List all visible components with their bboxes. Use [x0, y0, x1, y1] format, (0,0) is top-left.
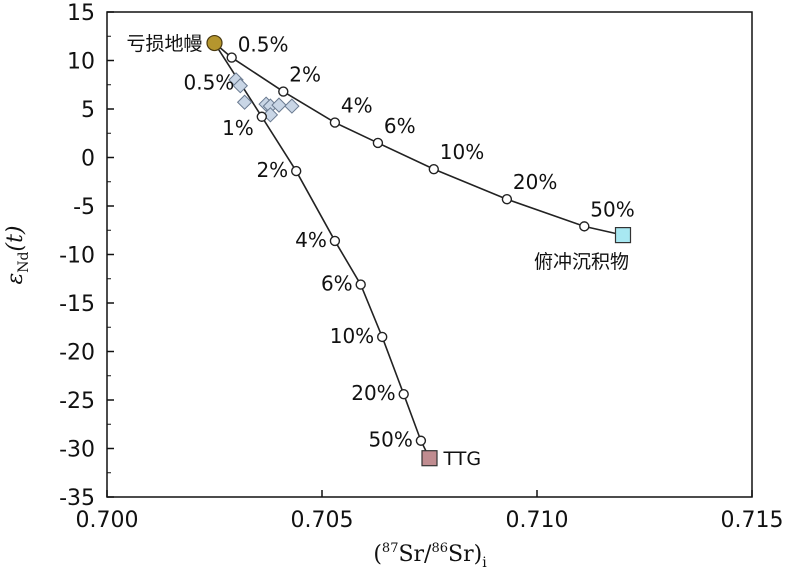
- x-tick-label: 0.715: [721, 508, 784, 533]
- mixing-percent-label: 6%: [321, 272, 353, 296]
- mixing-percent-label: 1%: [222, 116, 254, 140]
- mixing-point: [226, 52, 237, 63]
- y-tick-label: -30: [59, 438, 95, 463]
- mixing-percent-label: 2%: [256, 158, 288, 182]
- endmember-label: 俯冲沉积物: [534, 251, 629, 273]
- mixing-point: [501, 194, 513, 205]
- percent-labels: 0.5%2%4%6%10%20%50%1%2%4%6%10%20%50%0.5%: [183, 33, 634, 452]
- y-tick-label: 5: [81, 98, 95, 123]
- mixing-percent-label: 50%: [368, 428, 412, 452]
- y-tick-label: 10: [67, 50, 95, 75]
- y-tick-label: 0: [81, 147, 95, 172]
- mixing-points: [226, 52, 590, 446]
- sample-points: [228, 72, 300, 123]
- sample-diamond: [262, 107, 279, 123]
- mixing-point: [377, 331, 388, 343]
- mixing-point: [278, 86, 289, 97]
- mixing-point: [372, 137, 384, 149]
- sample-diamond: [284, 98, 300, 114]
- mixing-point: [329, 235, 341, 247]
- y-tick-label: -35: [59, 486, 95, 511]
- mixing-point: [329, 117, 341, 128]
- mixing-point: [291, 165, 302, 177]
- mixing-point: [398, 388, 409, 400]
- endmember-marker: [421, 450, 438, 467]
- x-tick-label: 0.705: [291, 508, 354, 533]
- endmember-marker: [614, 227, 632, 244]
- y-tick-label: -5: [73, 195, 95, 220]
- mixing-point: [579, 221, 590, 232]
- y-tick-label: 15: [67, 1, 95, 26]
- mixing-point: [415, 435, 427, 446]
- mixing-percent-label: 50%: [590, 197, 634, 221]
- mixing-percent-label: 10%: [330, 324, 374, 348]
- mixing-percent-label: 4%: [341, 94, 373, 118]
- mixing-point: [428, 163, 439, 175]
- endmember-marker: [206, 34, 223, 52]
- mixing-percent-label: 0.5%: [183, 71, 234, 95]
- mixing-percent-label: 20%: [351, 381, 395, 405]
- y-tick-label: -15: [59, 292, 95, 317]
- y-tick-label: -10: [59, 244, 95, 269]
- x-axis-label: (87Sr/86Sr)i: [373, 541, 487, 571]
- endmember-label: 亏损地幔: [126, 33, 202, 55]
- axis-ticks: 0.700 0.705 0.710 0.715 15 10 5 0 -5 -10 -15 -20 -25…: [59, 1, 783, 533]
- mixing-percent-label: 6%: [384, 114, 416, 138]
- endmember-label: TTG: [443, 448, 482, 470]
- mixing-percent-label: 10%: [440, 140, 484, 164]
- sample-diamond: [236, 94, 253, 110]
- mixing-point: [256, 111, 267, 122]
- sample-diamond: [232, 78, 249, 94]
- y-tick-label: -20: [59, 341, 95, 366]
- x-tick-label: 0.710: [506, 508, 569, 533]
- y-tick-label: -25: [59, 389, 95, 414]
- sample-diamond: [271, 97, 287, 113]
- mixing-point: [355, 279, 366, 290]
- mixing-percent-label: 0.5%: [238, 33, 289, 57]
- mixing-percent-label: 4%: [295, 228, 327, 252]
- y-axis-label: εNd(t): [3, 225, 32, 284]
- mixing-percent-label: 20%: [513, 170, 557, 194]
- mixing-percent-label: 2%: [289, 63, 321, 87]
- x-tick-label: 0.700: [76, 508, 139, 533]
